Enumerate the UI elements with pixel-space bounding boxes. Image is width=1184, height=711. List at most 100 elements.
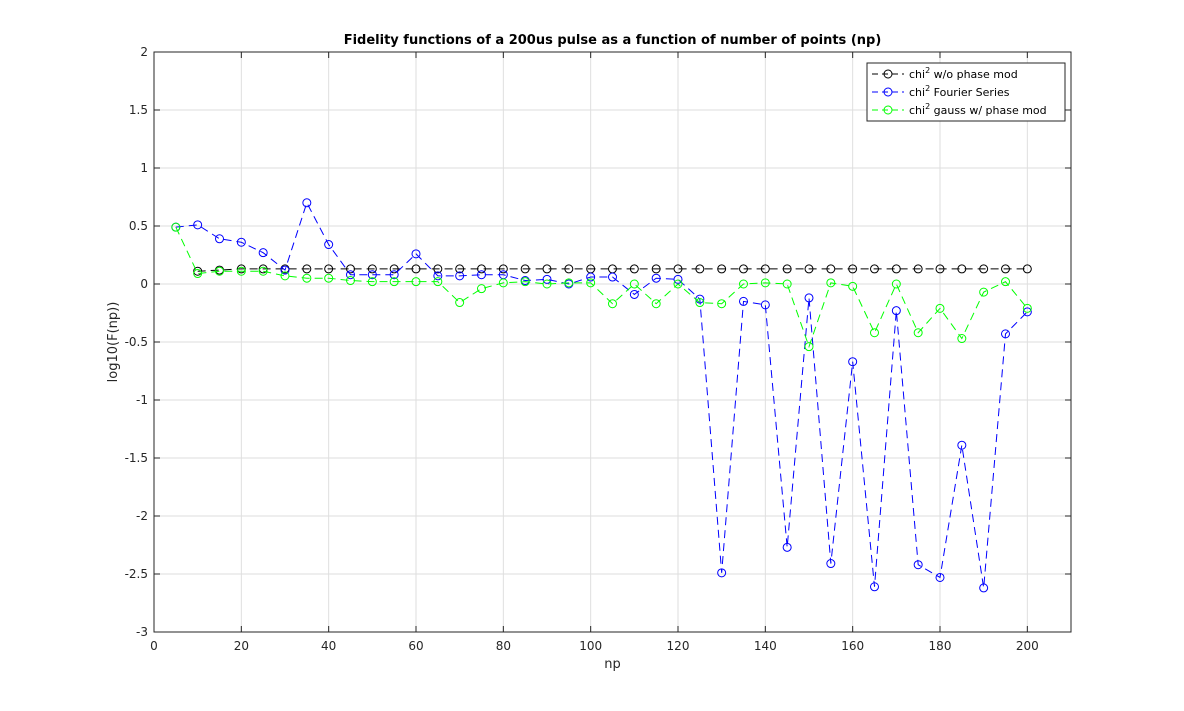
data-point bbox=[586, 278, 596, 288]
x-tick-label: 60 bbox=[408, 639, 423, 653]
x-tick-label: 100 bbox=[579, 639, 602, 653]
x-tick-label: 180 bbox=[929, 639, 952, 653]
data-point bbox=[367, 277, 377, 287]
legend-label: chi2 w/o phase mod bbox=[909, 66, 1018, 81]
data-point bbox=[826, 278, 836, 288]
data-point bbox=[935, 572, 945, 582]
x-axis-label: np bbox=[604, 657, 621, 672]
data-point bbox=[804, 342, 814, 352]
data-point bbox=[826, 559, 836, 569]
data-point bbox=[608, 272, 617, 282]
data-point bbox=[717, 568, 727, 578]
data-point bbox=[891, 306, 901, 316]
legend-label-sup: 2 bbox=[925, 66, 930, 75]
data-point bbox=[258, 266, 268, 276]
data-point bbox=[739, 264, 748, 274]
data-point bbox=[455, 271, 465, 281]
data-point bbox=[695, 298, 705, 308]
series-line bbox=[175, 201, 1028, 588]
data-point bbox=[564, 278, 574, 288]
y-tick-label: -1.5 bbox=[125, 451, 148, 465]
data-point bbox=[651, 273, 661, 283]
legend-swatch-marker bbox=[883, 105, 893, 115]
data-point bbox=[1001, 277, 1010, 287]
data-point bbox=[193, 269, 203, 279]
data-point bbox=[848, 281, 858, 291]
legend-label-sup: 2 bbox=[925, 84, 930, 93]
data-point bbox=[673, 264, 683, 274]
legend-label: chi2 Fourier Series bbox=[909, 84, 1010, 99]
data-point bbox=[979, 583, 989, 593]
series-2 bbox=[171, 198, 1032, 593]
data-point bbox=[913, 328, 923, 338]
data-point bbox=[629, 279, 639, 289]
legend-swatch-marker bbox=[883, 69, 893, 79]
data-point bbox=[651, 264, 661, 274]
data-point bbox=[346, 270, 355, 280]
legend-label: chi2 gauss w/ phase mod bbox=[909, 102, 1047, 117]
data-point bbox=[760, 278, 770, 288]
data-point bbox=[782, 264, 792, 274]
data-point bbox=[760, 264, 770, 274]
data-point bbox=[520, 277, 530, 287]
data-point bbox=[804, 293, 814, 303]
data-point bbox=[498, 278, 508, 288]
data-point bbox=[302, 264, 312, 274]
data-point bbox=[280, 271, 290, 281]
x-tick-label: 80 bbox=[496, 639, 511, 653]
data-point bbox=[367, 264, 377, 274]
data-point bbox=[891, 264, 901, 274]
data-point bbox=[433, 271, 443, 281]
data-point bbox=[913, 264, 923, 274]
data-point bbox=[367, 270, 377, 280]
data-point bbox=[433, 277, 443, 287]
legend-item: chi2 gauss w/ phase mod bbox=[872, 102, 1047, 117]
x-tick-label: 160 bbox=[841, 639, 864, 653]
data-point bbox=[542, 279, 552, 289]
data-point bbox=[302, 273, 312, 283]
data-point bbox=[564, 264, 574, 274]
data-point bbox=[826, 264, 836, 274]
legend-label-rest: gauss w/ phase mod bbox=[930, 104, 1046, 117]
data-point bbox=[629, 264, 639, 274]
data-point bbox=[302, 198, 312, 208]
x-tick-label: 140 bbox=[754, 639, 777, 653]
data-point bbox=[717, 264, 727, 274]
y-tick-label: -1 bbox=[136, 393, 148, 407]
y-tick-label: 0.5 bbox=[129, 219, 148, 233]
data-point bbox=[346, 276, 355, 286]
data-point bbox=[433, 264, 443, 274]
data-point bbox=[346, 264, 355, 274]
legend-label-rest: Fourier Series bbox=[930, 86, 1010, 99]
data-point bbox=[411, 277, 421, 287]
data-point bbox=[979, 264, 989, 274]
data-point bbox=[935, 264, 945, 274]
legend-item: chi2 Fourier Series bbox=[872, 84, 1010, 99]
data-point bbox=[389, 270, 399, 280]
data-point bbox=[957, 264, 967, 274]
legend-label-sup: 2 bbox=[925, 102, 930, 111]
data-point bbox=[236, 264, 246, 274]
data-point bbox=[848, 264, 858, 274]
data-point bbox=[477, 264, 486, 274]
data-point bbox=[629, 289, 639, 299]
data-point bbox=[586, 272, 596, 282]
series-line bbox=[175, 226, 1028, 349]
grid-lines bbox=[153, 51, 1071, 633]
legend-label-rest: w/o phase mod bbox=[930, 68, 1018, 81]
data-point bbox=[739, 296, 748, 306]
legend-label-name: chi bbox=[909, 68, 925, 81]
y-tick-label: -3 bbox=[136, 625, 148, 639]
series-line bbox=[197, 268, 1028, 272]
data-point bbox=[477, 270, 486, 280]
y-tick-label: 1 bbox=[140, 161, 148, 175]
data-point bbox=[739, 279, 748, 289]
data-point bbox=[1022, 307, 1032, 317]
series-1 bbox=[193, 264, 1032, 276]
data-point bbox=[455, 264, 465, 274]
data-point bbox=[171, 222, 181, 232]
data-point bbox=[389, 277, 399, 287]
data-point bbox=[498, 264, 508, 274]
data-point bbox=[542, 264, 552, 274]
